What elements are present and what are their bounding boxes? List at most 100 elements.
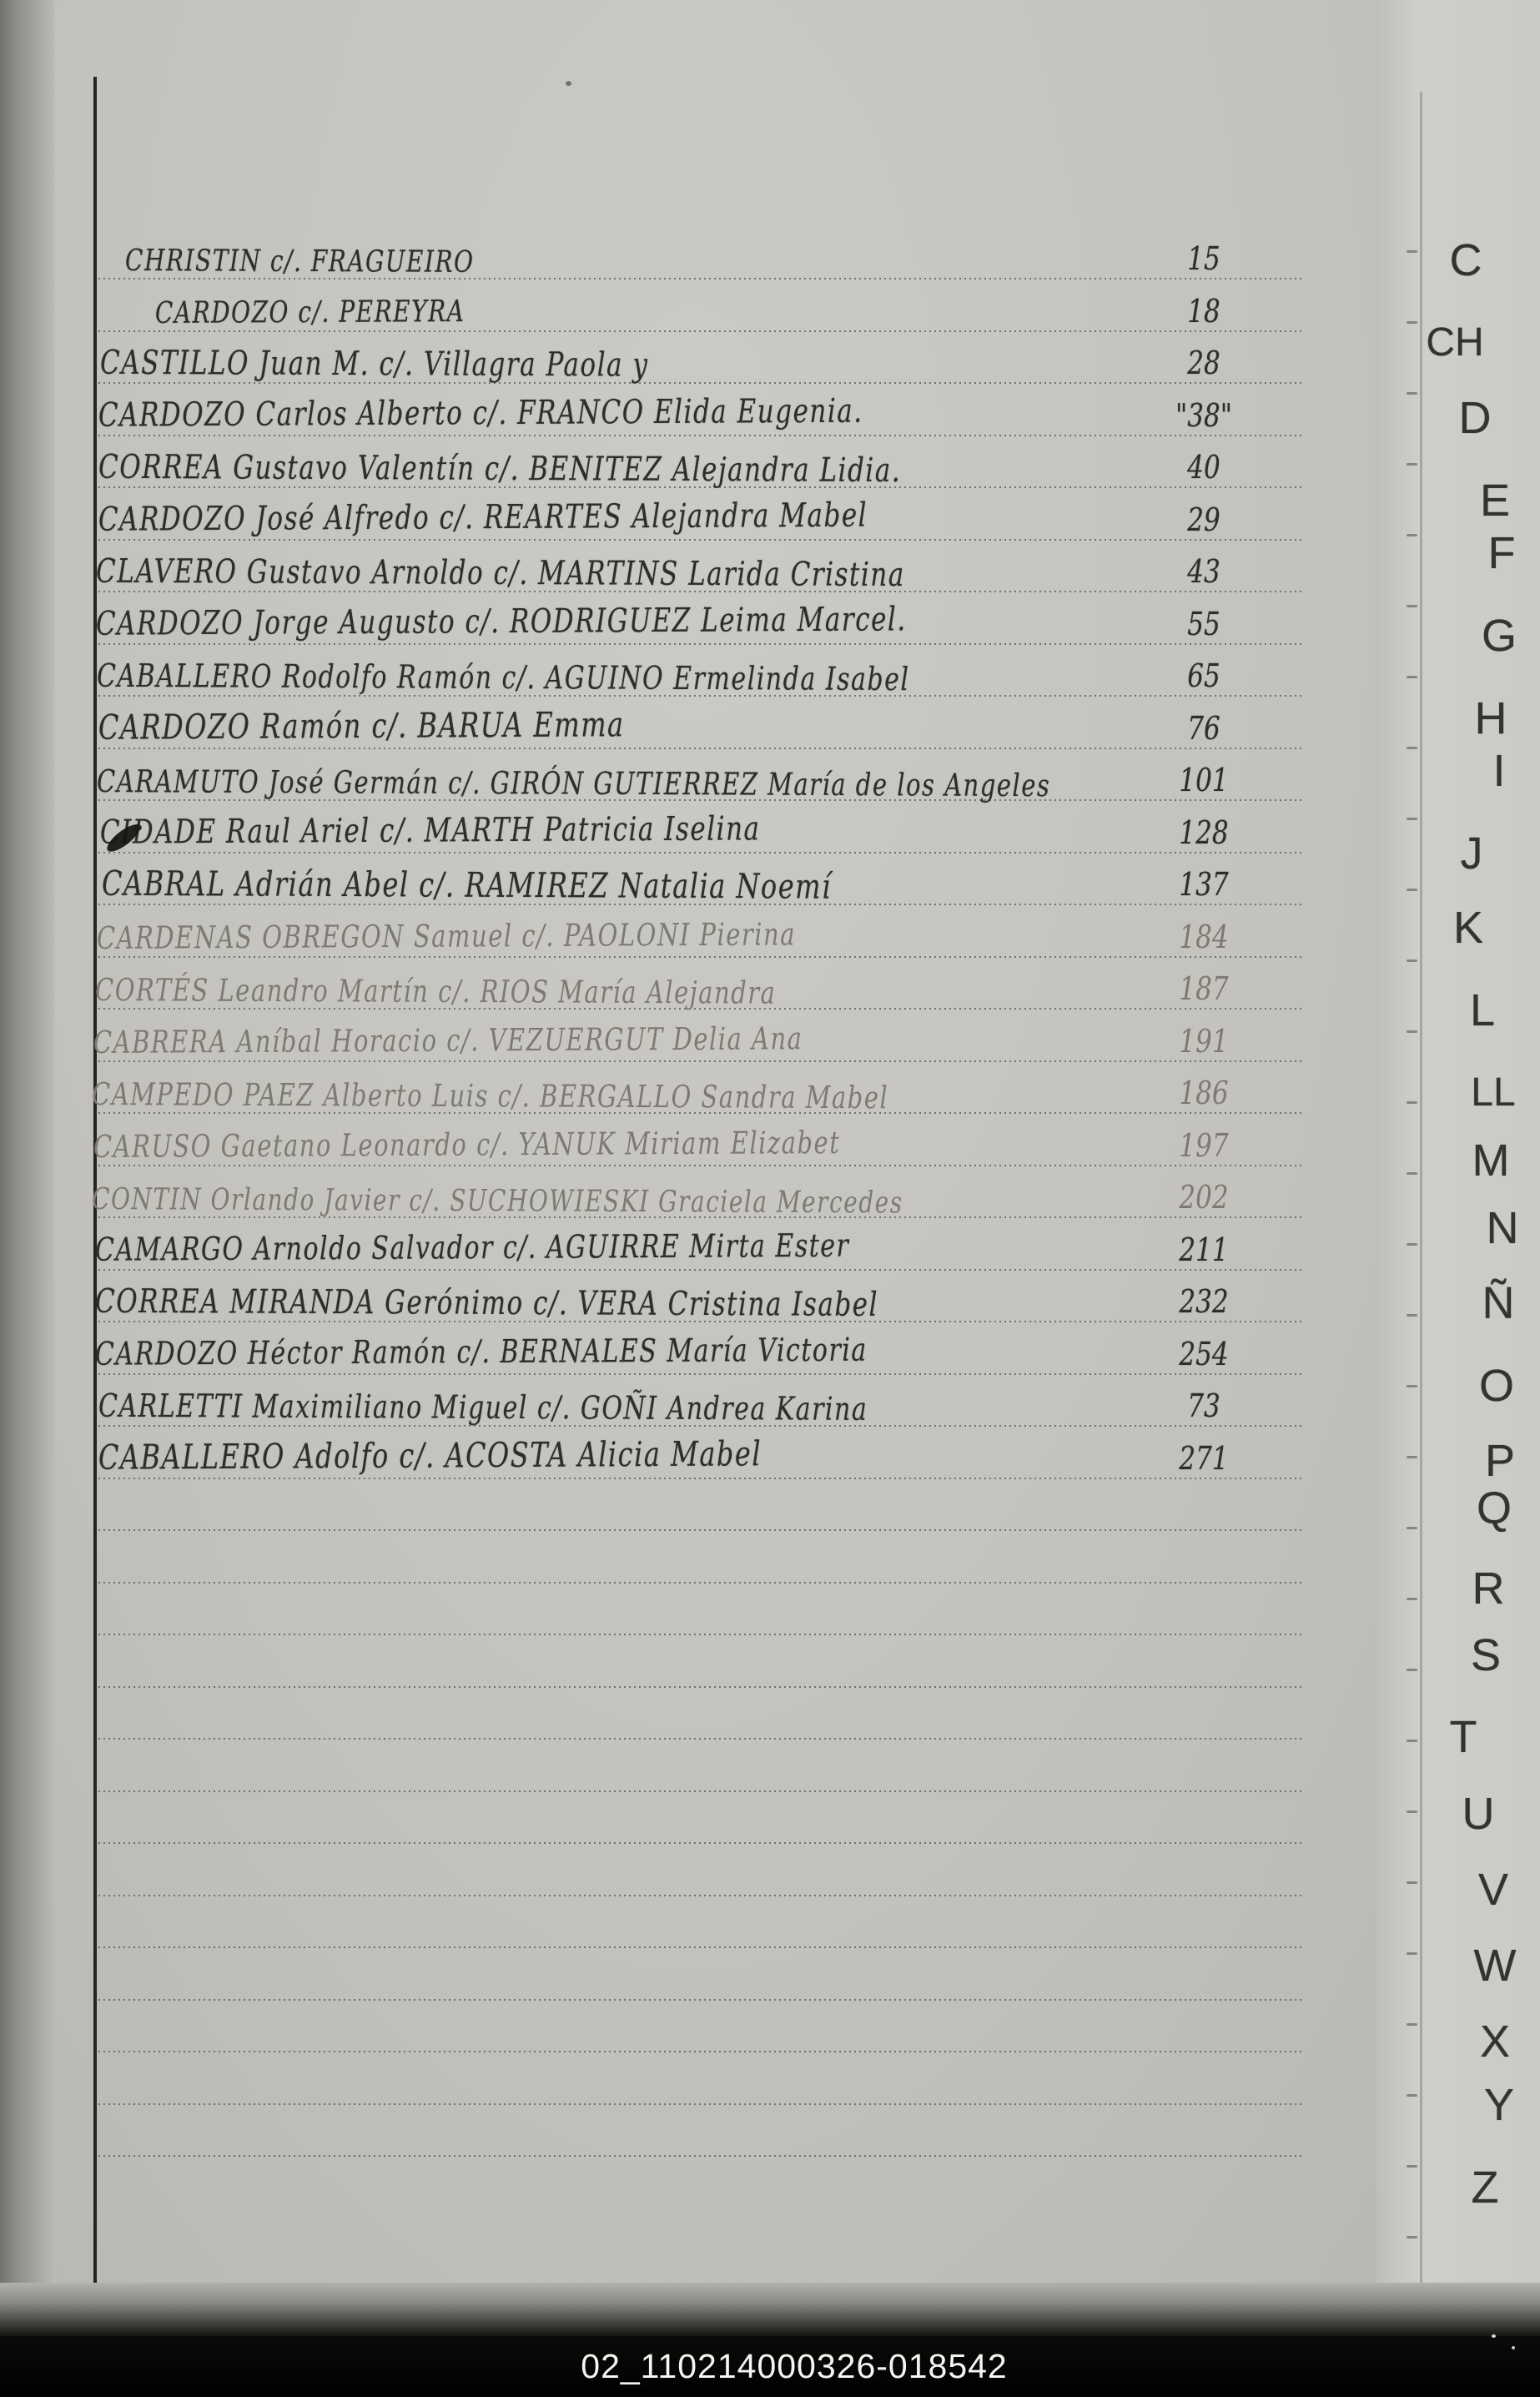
tab-edge-tick <box>1407 1456 1417 1458</box>
entry-page-number: "38" <box>1141 395 1266 435</box>
index-entry: CORREA Gustavo Valentín c/. BENITEZ Alej… <box>98 443 901 490</box>
tab-p: P <box>1484 1436 1516 1486</box>
tab-edge-tick <box>1407 747 1417 749</box>
page-bottom-shadow <box>0 2283 1540 2338</box>
entry-page-number-text: 187 <box>1179 970 1229 1008</box>
entry-text: CABALLERO Rodolfo Ramón c/. AGUINO Ermel… <box>97 657 910 699</box>
entry-text: CABRAL Adrián Abel c/. RAMIREZ Natalia N… <box>102 863 832 907</box>
tab-edge-tick <box>1407 605 1417 607</box>
entry-page-number-text: 197 <box>1179 1126 1229 1165</box>
tab-g: G <box>1481 611 1517 661</box>
entry-page-number: 232 <box>1141 1281 1266 1321</box>
entry-page-number-text: 29 <box>1187 501 1220 539</box>
entry-page-number-text: 40 <box>1187 449 1220 486</box>
entry-text: CASTILLO Juan M. c/. Villagra Paola y <box>100 343 649 385</box>
tab-strip-crease <box>1420 92 1422 2294</box>
tab-edge-tick <box>1407 1314 1417 1317</box>
entry-page-number-text: 15 <box>1187 240 1220 278</box>
tab-q: Q <box>1476 1483 1512 1533</box>
ruled-line <box>98 1216 1304 1218</box>
tab-v: V <box>1477 1865 1509 1915</box>
entry-page-number-text: 43 <box>1187 553 1220 591</box>
ruled-line <box>98 2102 1304 2105</box>
entry-page-number-text: 73 <box>1187 1387 1220 1425</box>
ruled-line <box>98 695 1304 697</box>
ruled-line <box>98 799 1304 801</box>
index-entry: CARUSO Gaetano Leonardo c/. YANUK Miriam… <box>93 1121 841 1165</box>
entry-text: CORTÉS Leandro Martín c/. RIOS María Ale… <box>95 971 777 1011</box>
tab-edge-tick <box>1407 2165 1417 2168</box>
index-entry: CHRISTIN c/. FRAGUEIRO <box>125 234 475 279</box>
tab-h: H <box>1474 693 1507 743</box>
tab-w: W <box>1473 1941 1517 1991</box>
entry-page-number: 211 <box>1141 1229 1266 1269</box>
tab-i: I <box>1492 746 1506 796</box>
ruled-line <box>98 382 1304 384</box>
tab-l: L <box>1469 985 1496 1035</box>
index-entry: CONTIN Orlando Javier c/. SUCHOWIESKI Gr… <box>92 1173 903 1221</box>
ruled-line <box>98 434 1304 436</box>
ruled-line <box>98 1112 1304 1114</box>
tab-edge-tick <box>1407 1172 1417 1175</box>
index-entry: CARDOZO José Alfredo c/. REARTES Alejand… <box>98 496 868 538</box>
entry-page-number: 29 <box>1141 499 1266 539</box>
tab-y: Y <box>1483 2080 1515 2130</box>
entry-page-number-text: 232 <box>1179 1283 1229 1321</box>
ruled-line <box>98 1998 1304 2001</box>
ruled-line <box>98 1477 1304 1479</box>
tab-e: E <box>1479 476 1511 526</box>
tab-n: N <box>1486 1203 1519 1253</box>
ruled-line <box>98 1842 1304 1844</box>
tab-edge-tick <box>1407 1385 1417 1387</box>
tab-edge-tick <box>1407 818 1417 820</box>
tab-edge-tick <box>1407 392 1417 395</box>
tab-edge-tick <box>1407 2023 1417 2026</box>
entry-text: CLAVERO Gustavo Arnoldo c/. MARTINS Lari… <box>96 551 905 595</box>
ruled-line <box>98 2155 1304 2157</box>
index-entry: CARAMUTO José Germán c/. GIRÓN GUTIERREZ… <box>97 756 1050 803</box>
entry-text: CARDOZO Ramón c/. BARUA Emma <box>98 703 625 748</box>
tab-edge-tick <box>1407 1952 1417 1955</box>
ruled-line <box>98 1894 1304 1896</box>
index-entry: CORTÉS Leandro Martín c/. RIOS María Ale… <box>95 964 777 1011</box>
index-entry: CARDOZO Ramón c/. BARUA Emma <box>98 703 625 748</box>
ink-blot-dot <box>133 824 142 831</box>
tab-f: F <box>1487 528 1516 578</box>
ruled-line <box>98 851 1304 854</box>
margin-line <box>93 77 97 2289</box>
ruled-line <box>98 1425 1304 1427</box>
ruled-line <box>98 330 1304 332</box>
index-entry: CASTILLO Juan M. c/. Villagra Paola y <box>100 339 649 385</box>
ruled-line <box>98 486 1304 488</box>
tab-edge-tick <box>1407 321 1417 324</box>
index-entry: CARDOZO c/. PEREYRA <box>155 287 466 330</box>
ruled-line <box>98 1372 1304 1375</box>
entry-page-number-text: 184 <box>1179 918 1229 956</box>
tab-d: D <box>1458 393 1492 443</box>
ruled-line <box>98 1268 1304 1271</box>
ruled-line <box>98 642 1304 645</box>
ruled-line <box>98 747 1304 749</box>
entry-page-number-text: 191 <box>1179 1022 1229 1060</box>
entry-page-number: 43 <box>1141 551 1266 591</box>
entry-page-number-text: 28 <box>1187 345 1220 382</box>
ruled-line <box>98 1634 1304 1635</box>
entry-page-number: 15 <box>1141 238 1266 278</box>
index-entry: CABRAL Adrián Abel c/. RAMIREZ Natalia N… <box>102 860 832 907</box>
entry-text: CHRISTIN c/. FRAGUEIRO <box>125 242 475 279</box>
entry-text: CORREA Gustavo Valentín c/. BENITEZ Alej… <box>98 447 902 491</box>
entry-page-number: 76 <box>1141 708 1266 748</box>
tab-edge-tick <box>1407 463 1417 466</box>
tab-edge-tick <box>1407 1810 1417 1813</box>
entry-page-number: 40 <box>1141 446 1266 486</box>
tab-edge-tick <box>1407 1030 1417 1033</box>
entry-text: CARDOZO Carlos Alberto c/. FRANCO Elida … <box>98 391 863 435</box>
entry-text: CARUSO Gaetano Leonardo c/. YANUK Miriam… <box>93 1123 841 1165</box>
alphabet-tab-strip <box>1376 0 1540 2336</box>
entry-page-number-text: 137 <box>1179 866 1229 904</box>
entry-page-number: 186 <box>1141 1072 1266 1112</box>
tab-x: X <box>1479 2017 1511 2067</box>
ruled-line <box>98 2051 1304 2052</box>
entry-text: CARDOZO Jorge Augusto c/. RODRIGUEZ Leim… <box>95 599 907 643</box>
